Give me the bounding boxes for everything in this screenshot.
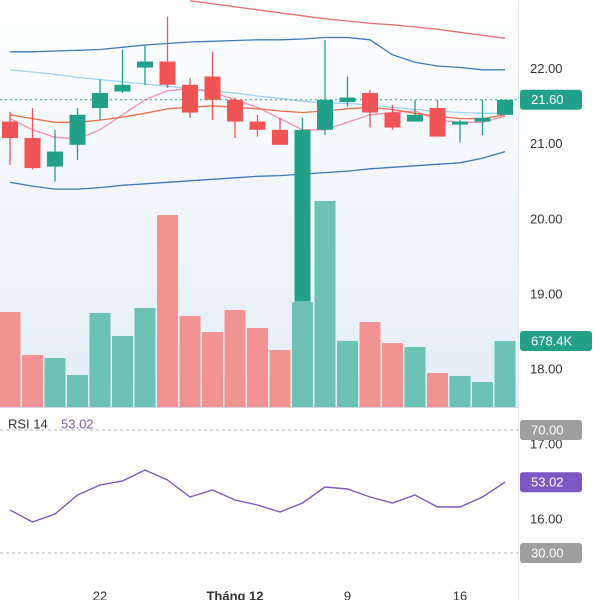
candle-body — [159, 61, 176, 85]
volume-bar — [337, 340, 358, 407]
rsi-tick-label: 30.00 — [531, 545, 564, 560]
candle-body — [384, 112, 401, 128]
x-tick-label: 9 — [344, 588, 351, 600]
candle-body — [429, 108, 446, 137]
volume-bar — [449, 375, 471, 407]
y-tick-label: 19.00 — [530, 286, 563, 301]
volume-bar — [494, 341, 516, 407]
rsi-line — [9, 469, 506, 523]
rsi-plot — [0, 429, 518, 554]
y-tick-label: 22.00 — [530, 61, 563, 76]
volume-bar — [314, 201, 336, 407]
rsi-tick-box — [520, 542, 582, 563]
candle-body — [92, 93, 108, 109]
volume-bar — [404, 346, 426, 407]
x-tick-label: 22 — [93, 588, 107, 600]
volume-bar — [292, 301, 313, 407]
candle-body — [137, 61, 153, 68]
volume-bar — [0, 311, 21, 407]
candle-body — [204, 76, 221, 100]
x-tick-label: Tháng 12 — [206, 588, 263, 600]
volume-bar — [89, 312, 111, 407]
candle-body — [407, 114, 423, 122]
axes: 16.00 17.00 18.00 19.00 20.00 21.00 22.00 21.60… — [93, 61, 592, 600]
candle-body — [249, 121, 266, 130]
last-price-label-box — [520, 89, 582, 110]
volume-bar — [134, 307, 156, 407]
candle-body — [47, 151, 63, 167]
indicator-line — [9, 69, 505, 114]
last-price-label: 21.60 — [531, 92, 564, 107]
candle-body — [24, 138, 41, 169]
volume-bar — [472, 382, 493, 407]
volume-bar — [359, 322, 381, 407]
last-volume-label-box — [520, 331, 592, 352]
volume-bar — [269, 350, 291, 407]
candle-body — [2, 121, 18, 139]
rsi-pane — [0, 408, 518, 600]
rsi-last-label-box — [520, 472, 582, 493]
volume-bar — [427, 372, 448, 407]
y-tick-label: 16.00 — [530, 511, 563, 526]
volume-bar — [382, 343, 403, 407]
candle-body — [452, 121, 468, 125]
price-plot — [0, 0, 518, 407]
y-tick-label: 18.00 — [530, 361, 563, 376]
candle-body — [497, 99, 513, 115]
rsi-tick-box — [520, 420, 582, 441]
y-tick-label: 20.00 — [530, 211, 563, 226]
volume-bar — [112, 336, 133, 407]
rsi-tick-label: 70.00 — [531, 422, 564, 437]
volume-bar — [224, 310, 246, 407]
candle-body — [69, 114, 86, 145]
candle-body — [227, 99, 243, 122]
x-tick-label: 16 — [453, 588, 467, 600]
candle-body — [182, 84, 198, 113]
y-tick-label: 17.00 — [530, 436, 563, 451]
indicator-line — [10, 36, 505, 71]
rsi-last-label: 53.02 — [531, 475, 564, 490]
volume-bar — [247, 328, 268, 407]
indicator-line — [9, 105, 506, 123]
candle-body — [339, 97, 356, 103]
volume-bar — [179, 315, 201, 407]
volume-bar — [67, 375, 88, 407]
volume-bar — [202, 332, 223, 407]
volume-bar — [44, 357, 66, 407]
candle-body — [294, 129, 311, 302]
candle-body — [474, 117, 491, 122]
candle-body — [114, 84, 131, 92]
indicator-line — [9, 150, 506, 190]
volume-bar — [157, 215, 178, 407]
candle-body — [362, 93, 378, 113]
candle-body — [272, 129, 288, 145]
indicator-line — [189, 0, 506, 39]
last-volume-label: 678.4K — [531, 333, 573, 348]
volume-bar — [22, 354, 43, 407]
rsi-value: 53.02 — [61, 416, 94, 431]
candle-body — [317, 99, 333, 130]
y-tick-label: 21.00 — [530, 136, 563, 151]
rsi-name: RSI 14 — [8, 416, 48, 431]
